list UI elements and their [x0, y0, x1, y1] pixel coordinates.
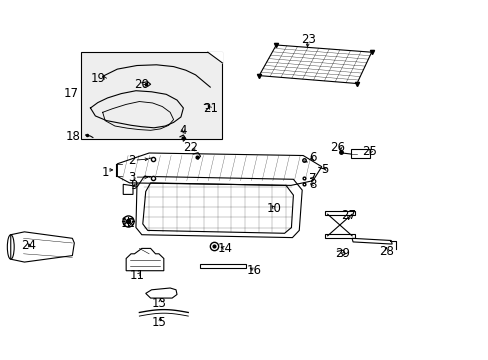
Text: 24: 24 — [21, 239, 36, 252]
Text: 23: 23 — [300, 33, 315, 46]
Bar — [325, 211, 354, 215]
Text: 18: 18 — [66, 130, 81, 143]
Bar — [81, 52, 222, 139]
Text: 16: 16 — [246, 264, 261, 277]
Polygon shape — [207, 52, 222, 63]
Text: 20: 20 — [134, 78, 149, 91]
Text: 9: 9 — [130, 179, 138, 192]
Text: 29: 29 — [334, 247, 349, 260]
Bar — [350, 149, 369, 158]
Bar — [325, 234, 354, 238]
Text: 19: 19 — [90, 72, 105, 85]
Text: 8: 8 — [308, 178, 316, 191]
Text: 12: 12 — [121, 217, 135, 230]
Text: 6: 6 — [308, 151, 316, 164]
Text: 13: 13 — [151, 297, 166, 310]
Text: 22: 22 — [183, 141, 198, 154]
Text: 3: 3 — [128, 171, 136, 184]
Text: 7: 7 — [308, 172, 316, 185]
Text: 11: 11 — [129, 269, 144, 282]
Text: 28: 28 — [378, 245, 393, 258]
Text: 14: 14 — [217, 242, 232, 255]
Text: 25: 25 — [361, 145, 376, 158]
Text: 1: 1 — [101, 166, 109, 179]
Text: 5: 5 — [321, 163, 328, 176]
Text: 21: 21 — [203, 102, 217, 114]
Text: 4: 4 — [179, 124, 187, 137]
Text: 2: 2 — [128, 154, 136, 167]
Text: 15: 15 — [151, 316, 166, 329]
Text: 17: 17 — [63, 87, 78, 100]
Text: 27: 27 — [340, 209, 355, 222]
Bar — [199, 264, 245, 268]
Text: 26: 26 — [329, 141, 344, 154]
Text: 10: 10 — [266, 202, 281, 215]
